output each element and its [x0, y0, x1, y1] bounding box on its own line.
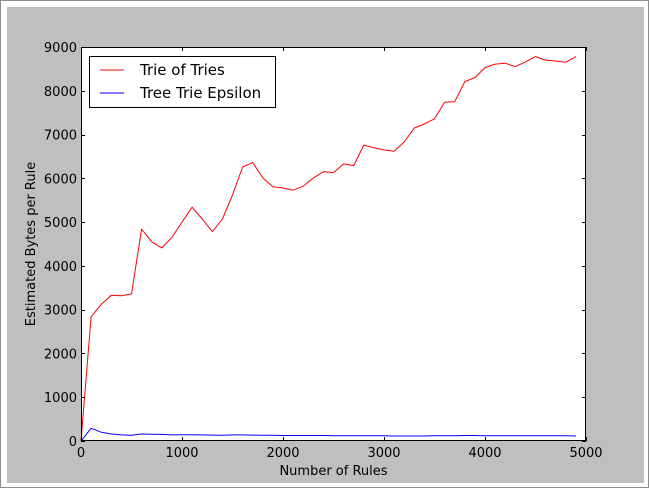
y-tick-label: 7000	[44, 129, 77, 144]
x-axis-ticks: 0 1000 2000 3000 4000 5000	[77, 47, 603, 461]
legend-label-tree-trie-epsilon: Tree Trie Epsilon	[139, 84, 261, 102]
x-tick-label: 4000	[468, 446, 501, 461]
y-tick-label: 8000	[44, 85, 77, 100]
x-tick-label: 2000	[266, 446, 299, 461]
legend-box	[89, 56, 276, 108]
legend: Trie of Tries Tree Trie Epsilon	[89, 56, 276, 108]
x-tick-label: 5000	[569, 446, 602, 461]
legend-label-trie-of-tries: Trie of Tries	[139, 61, 225, 79]
y-tick-label: 9000	[44, 41, 77, 56]
y-tick-label: 1000	[44, 391, 77, 406]
x-tick-label: 3000	[367, 446, 400, 461]
y-tick-label: 2000	[44, 347, 77, 362]
series-layer	[80, 56, 577, 442]
y-tick-label: 5000	[44, 216, 77, 231]
y-tick-label: 3000	[44, 304, 77, 319]
y-tick-label: 4000	[44, 260, 77, 275]
x-axis-title: Number of Rules	[279, 464, 387, 479]
plot-frame	[81, 47, 586, 441]
y-tick-label: 6000	[44, 172, 77, 187]
y-axis-ticks: 0 1000 2000 3000 4000 5000 6000 7000 8000 9000	[44, 41, 586, 450]
x-tick-label: 1000	[165, 446, 198, 461]
series-line-tree-trie-epsilon	[80, 427, 576, 442]
y-tick-label: 0	[69, 435, 77, 450]
x-tick-label: 0	[77, 446, 85, 461]
y-axis-title: Estimated Bytes per Rule	[24, 162, 39, 326]
series-line-trie-of-tries	[80, 56, 577, 442]
